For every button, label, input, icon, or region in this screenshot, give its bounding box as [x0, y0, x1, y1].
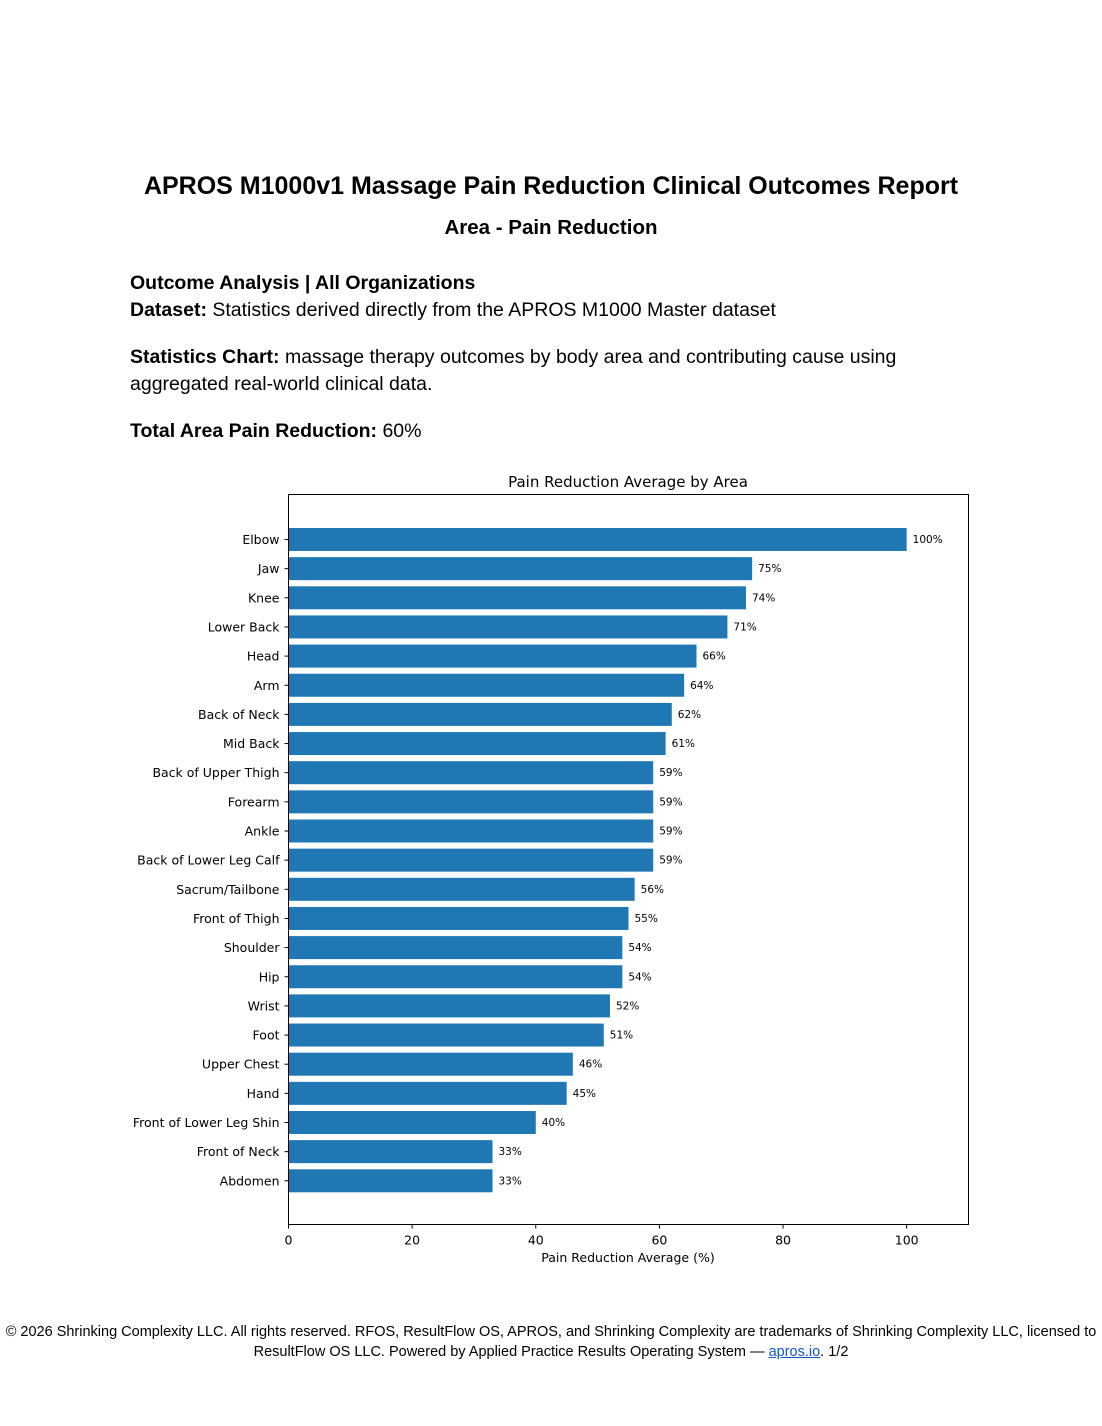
- bar: [288, 906, 629, 930]
- bar-value-label: 71%: [733, 621, 756, 633]
- bar: [288, 936, 623, 960]
- bar: [288, 1052, 573, 1076]
- bar-value-label: 59%: [659, 796, 682, 808]
- x-ticks-layer: 0 20 40 60 80 100: [285, 1224, 919, 1248]
- y-tick-label: Back of Neck: [198, 707, 280, 722]
- bar-value-label: 59%: [659, 767, 682, 779]
- y-tick-label: Hand: [247, 1086, 280, 1101]
- bar-value-label: 54%: [628, 942, 651, 954]
- footer-text: © 2026 Shrinking Complexity LLC. All rig…: [5, 1324, 1097, 1360]
- bar-value-label: 52%: [616, 1000, 639, 1012]
- bar-value-label: 33%: [499, 1175, 522, 1187]
- x-tick-label: 80: [775, 1233, 791, 1248]
- y-tick-label: Ankle: [245, 824, 280, 839]
- plot-frame: [288, 494, 969, 1225]
- bar: [288, 994, 610, 1018]
- y-tick-label: Head: [247, 649, 280, 664]
- bar: [288, 1023, 604, 1047]
- bar-value-label: 64%: [690, 680, 713, 692]
- bar-value-label: 62%: [678, 709, 701, 721]
- bar: [288, 877, 635, 901]
- y-tick-label: Upper Chest: [202, 1057, 280, 1072]
- stats-label: Statistics Chart:: [130, 346, 280, 368]
- bar: [288, 1169, 493, 1193]
- footer-page-number: . 1/2: [820, 1344, 849, 1360]
- y-tick-label: Arm: [254, 678, 280, 693]
- y-tick-label: Elbow: [242, 532, 279, 547]
- y-tick-label: Back of Lower Leg Calf: [137, 853, 280, 868]
- bar-value-label: 59%: [659, 826, 682, 838]
- bar-value-label: 74%: [752, 592, 775, 604]
- x-tick-label: 100: [895, 1233, 919, 1248]
- x-tick-label: 0: [285, 1233, 293, 1248]
- footer-link[interactable]: apros.io: [768, 1344, 821, 1360]
- y-tick-label: Lower Back: [208, 619, 281, 634]
- x-axis-label: Pain Reduction Average (%): [541, 1250, 714, 1265]
- bar: [288, 1111, 536, 1134]
- dataset-label: Dataset:: [130, 299, 207, 321]
- bar-value-label: 56%: [641, 884, 664, 896]
- report-title: APROS M1000v1 Massage Pain Reduction Cli…: [143, 172, 959, 200]
- bar-value-label: 45%: [573, 1088, 596, 1100]
- bar: [288, 790, 654, 814]
- bar-value-label: 55%: [635, 913, 658, 925]
- bar: [288, 673, 685, 697]
- bar: [288, 819, 654, 843]
- bars-layer: Elbow 100% Jaw 75% Knee 74% Lower Back 71% Head 6…: [133, 528, 943, 1193]
- total-line: Total Area Pain Reduction: 60%: [130, 418, 990, 445]
- bar: [288, 615, 728, 639]
- stats-line: Statistics Chart: massage therapy outcom…: [130, 344, 990, 398]
- y-tick-label: Jaw: [257, 561, 280, 576]
- dataset-text: Statistics derived directly from the APR…: [212, 299, 776, 321]
- bar: [288, 702, 672, 726]
- x-tick-label: 60: [651, 1233, 667, 1248]
- bar: [288, 1140, 493, 1164]
- bar: [288, 761, 654, 785]
- bar-value-label: 66%: [703, 651, 726, 663]
- y-tick-label: Abdomen: [220, 1173, 280, 1188]
- bar: [288, 557, 753, 581]
- bar-value-label: 61%: [672, 738, 695, 750]
- bar: [288, 644, 697, 668]
- bar: [288, 732, 666, 756]
- total-value: 60%: [382, 420, 422, 442]
- y-tick-label: Knee: [248, 590, 280, 605]
- x-tick-label: 20: [404, 1233, 420, 1248]
- bar-value-label: 75%: [758, 563, 781, 575]
- bar: [288, 586, 746, 610]
- y-tick-label: Mid Back: [223, 736, 280, 751]
- pain-reduction-chart: Pain Reduction Average by Area Elbow 100%…: [133, 473, 969, 1265]
- total-label: Total Area Pain Reduction:: [130, 420, 378, 442]
- analysis-heading: Outcome Analysis | All Organizations: [130, 272, 476, 294]
- y-tick-label: Wrist: [248, 998, 280, 1013]
- stats-text: massage therapy outcomes by body area an…: [130, 346, 897, 395]
- y-tick-label: Front of Lower Leg Shin: [133, 1115, 280, 1130]
- y-tick-label: Front of Thigh: [193, 911, 280, 926]
- bar-value-label: 33%: [499, 1146, 522, 1158]
- bar-value-label: 40%: [542, 1117, 565, 1129]
- y-tick-label: Back of Upper Thigh: [152, 765, 279, 780]
- bar: [288, 1081, 567, 1105]
- y-tick-label: Hip: [259, 969, 280, 984]
- footer: © 2026 Shrinking Complexity LLC. All rig…: [0, 1322, 1102, 1362]
- bar-value-label: 51%: [610, 1030, 633, 1042]
- x-tick-label: 40: [528, 1233, 544, 1248]
- bar: [288, 528, 907, 551]
- bar: [288, 965, 623, 989]
- bar-value-label: 46%: [579, 1059, 602, 1071]
- report-subtitle: Area - Pain Reduction: [444, 216, 658, 239]
- chart-title: Pain Reduction Average by Area: [508, 473, 748, 491]
- dataset-line: Dataset: Statistics derived directly fro…: [130, 297, 990, 324]
- y-tick-label: Forearm: [228, 794, 280, 809]
- bar: [288, 848, 654, 872]
- y-tick-label: Shoulder: [224, 940, 281, 955]
- bar-value-label: 100%: [913, 534, 943, 546]
- bar-value-label: 54%: [628, 971, 651, 983]
- y-tick-label: Front of Neck: [197, 1144, 281, 1159]
- y-tick-label: Foot: [253, 1028, 280, 1043]
- bar-value-label: 59%: [659, 855, 682, 867]
- y-tick-label: Sacrum/Tailbone: [176, 882, 280, 897]
